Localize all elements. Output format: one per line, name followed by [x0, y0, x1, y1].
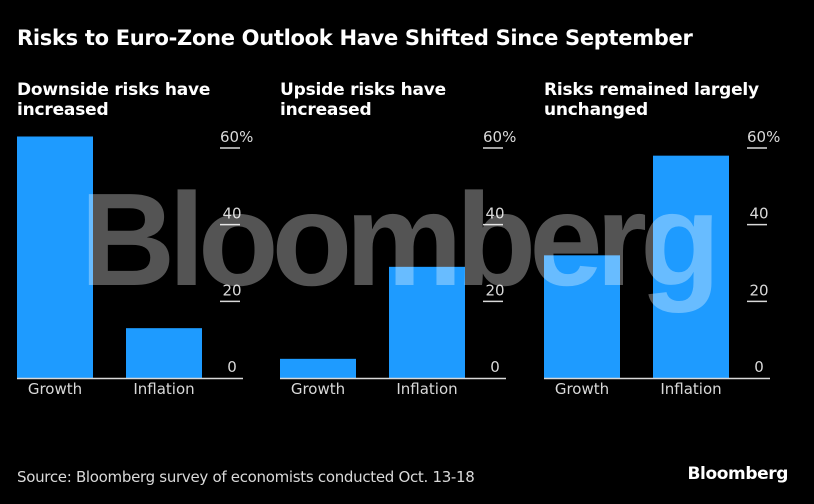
panel-title-downside: Downside risks have increased: [17, 80, 211, 120]
bar-inflation: [389, 266, 465, 378]
y-tick-label: 40: [749, 205, 768, 223]
bloomberg-logo: Bloomberg: [687, 464, 788, 484]
x-tick-label: Growth: [28, 380, 82, 398]
y-tick-label: 0: [227, 358, 237, 376]
bar-inflation: [126, 328, 202, 378]
chart-title: Risks to Euro-Zone Outlook Have Shifted …: [17, 26, 693, 50]
y-tick-label: 40: [222, 205, 241, 223]
y-tick-label: 20: [485, 281, 504, 299]
y-tick-label: 60%: [747, 128, 780, 146]
y-tick-label: 0: [754, 358, 764, 376]
panel-title-upside: Upside risks have increased: [280, 80, 446, 120]
x-tick-label: Growth: [291, 380, 345, 398]
y-tick-label: 60%: [483, 128, 516, 146]
y-tick-label: 20: [222, 281, 241, 299]
y-tick-label: 60%: [220, 128, 253, 146]
y-tick-label: 40: [485, 205, 504, 223]
x-tick-label: Inflation: [133, 380, 194, 398]
y-tick-label: 0: [490, 358, 500, 376]
x-tick-label: Growth: [555, 380, 609, 398]
bar-growth: [544, 255, 620, 378]
x-tick-label: Inflation: [660, 380, 721, 398]
source-note: Source: Bloomberg survey of economists c…: [17, 468, 475, 486]
bar-growth: [280, 358, 356, 378]
panel-title-unchanged: Risks remained largely unchanged: [544, 80, 759, 120]
y-tick-label: 20: [749, 281, 768, 299]
bar-growth: [17, 136, 93, 378]
bar-inflation: [653, 155, 729, 378]
x-tick-label: Inflation: [396, 380, 457, 398]
